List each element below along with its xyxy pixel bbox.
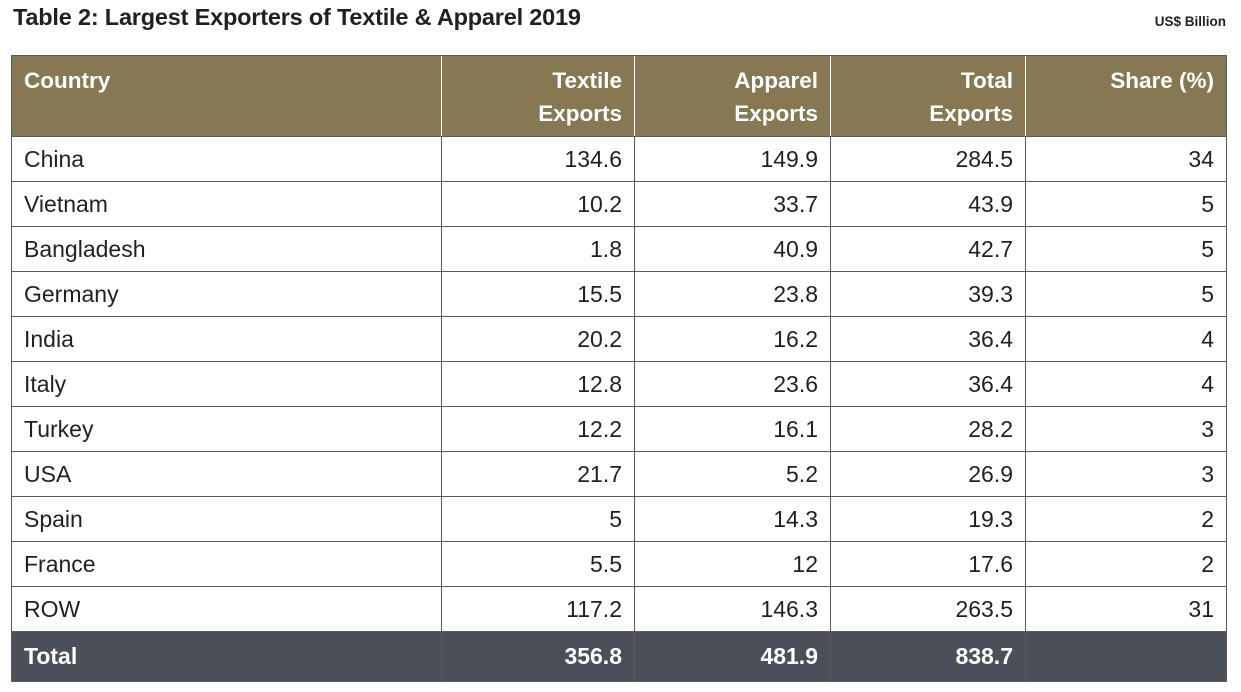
- cell-apparel-exports: 16.2: [634, 316, 831, 362]
- cell-country: China: [11, 136, 442, 182]
- total-share: [1025, 631, 1227, 682]
- total-label: Total: [11, 631, 442, 682]
- cell-share: 3: [1025, 406, 1227, 452]
- cell-textile-exports: 1.8: [441, 226, 635, 272]
- cell-apparel-exports: 5.2: [634, 451, 831, 497]
- table-title: Table 2: Largest Exporters of Textile & …: [13, 4, 581, 30]
- table-row: Bangladesh 1.8 40.9 42.7 5: [11, 226, 1227, 272]
- cell-total-exports: 17.6: [830, 541, 1026, 587]
- header-textile-line2: Exports: [538, 101, 622, 126]
- table-row: Vietnam 10.2 33.7 43.9 5: [11, 181, 1227, 227]
- cell-total-exports: 263.5: [830, 586, 1026, 632]
- cell-country: Vietnam: [11, 181, 442, 227]
- cell-country: Bangladesh: [11, 226, 442, 272]
- cell-total-exports: 284.5: [830, 136, 1026, 182]
- total-apparel: 481.9: [634, 631, 831, 682]
- table-header: Country Textile Exports Apparel Exports …: [11, 55, 1227, 137]
- header-country-label: Country: [24, 68, 111, 93]
- cell-apparel-exports: 33.7: [634, 181, 831, 227]
- header-total-line1: Total: [960, 68, 1013, 93]
- cell-textile-exports: 12.8: [441, 361, 635, 407]
- total-row: Total 356.8 481.9 838.7: [11, 631, 1227, 682]
- table-row: France 5.5 12 17.6 2: [11, 541, 1227, 587]
- total-textile: 356.8: [441, 631, 635, 682]
- cell-country: France: [11, 541, 442, 587]
- header-textile-line1: Textile: [552, 68, 622, 93]
- table-footer: Total 356.8 481.9 838.7: [11, 631, 1227, 682]
- cell-share: 2: [1025, 496, 1227, 542]
- table-row: USA 21.7 5.2 26.9 3: [11, 451, 1227, 497]
- cell-country: ROW: [11, 586, 442, 632]
- header-country: Country: [11, 55, 442, 137]
- cell-share: 34: [1025, 136, 1227, 182]
- cell-total-exports: 42.7: [830, 226, 1026, 272]
- cell-country: Italy: [11, 361, 442, 407]
- table-row: Italy 12.8 23.6 36.4 4: [11, 361, 1227, 407]
- cell-apparel-exports: 16.1: [634, 406, 831, 452]
- cell-apparel-exports: 14.3: [634, 496, 831, 542]
- header-row: Country Textile Exports Apparel Exports …: [11, 55, 1227, 137]
- exporters-table: Country Textile Exports Apparel Exports …: [11, 55, 1227, 682]
- cell-country: Spain: [11, 496, 442, 542]
- cell-country: India: [11, 316, 442, 362]
- cell-apparel-exports: 23.6: [634, 361, 831, 407]
- cell-share: 4: [1025, 316, 1227, 362]
- cell-textile-exports: 21.7: [441, 451, 635, 497]
- header-total-line2: Exports: [929, 101, 1013, 126]
- cell-apparel-exports: 12: [634, 541, 831, 587]
- cell-share: 31: [1025, 586, 1227, 632]
- table-row: China 134.6 149.9 284.5 34: [11, 136, 1227, 182]
- table-row: India 20.2 16.2 36.4 4: [11, 316, 1227, 362]
- header-share-label: Share (%): [1110, 68, 1214, 93]
- header-apparel-line2: Exports: [734, 101, 818, 126]
- cell-textile-exports: 5.5: [441, 541, 635, 587]
- table-row: Germany 15.5 23.8 39.3 5: [11, 271, 1227, 317]
- header-total-exports: Total Exports: [830, 55, 1026, 137]
- cell-textile-exports: 117.2: [441, 586, 635, 632]
- cell-apparel-exports: 23.8: [634, 271, 831, 317]
- header-textile-exports: Textile Exports: [441, 55, 635, 137]
- cell-country: Turkey: [11, 406, 442, 452]
- cell-textile-exports: 12.2: [441, 406, 635, 452]
- header-share: Share (%): [1025, 55, 1227, 137]
- table-row: Turkey 12.2 16.1 28.2 3: [11, 406, 1227, 452]
- cell-total-exports: 36.4: [830, 361, 1026, 407]
- cell-share: 5: [1025, 181, 1227, 227]
- cell-textile-exports: 15.5: [441, 271, 635, 317]
- header-apparel-exports: Apparel Exports: [634, 55, 831, 137]
- cell-country: Germany: [11, 271, 442, 317]
- cell-total-exports: 39.3: [830, 271, 1026, 317]
- cell-share: 2: [1025, 541, 1227, 587]
- cell-textile-exports: 10.2: [441, 181, 635, 227]
- cell-apparel-exports: 146.3: [634, 586, 831, 632]
- cell-textile-exports: 20.2: [441, 316, 635, 362]
- cell-total-exports: 28.2: [830, 406, 1026, 452]
- cell-textile-exports: 134.6: [441, 136, 635, 182]
- cell-apparel-exports: 149.9: [634, 136, 831, 182]
- total-exports: 838.7: [830, 631, 1026, 682]
- table-row: ROW 117.2 146.3 263.5 31: [11, 586, 1227, 632]
- cell-share: 5: [1025, 271, 1227, 317]
- table-body: China 134.6 149.9 284.5 34 Vietnam 10.2 33.7 43.…: [11, 136, 1227, 632]
- cell-country: USA: [11, 451, 442, 497]
- table-row: Spain 5 14.3 19.3 2: [11, 496, 1227, 542]
- cell-total-exports: 36.4: [830, 316, 1026, 362]
- cell-total-exports: 43.9: [830, 181, 1026, 227]
- cell-textile-exports: 5: [441, 496, 635, 542]
- header-apparel-line1: Apparel: [734, 68, 818, 93]
- cell-share: 5: [1025, 226, 1227, 272]
- cell-total-exports: 26.9: [830, 451, 1026, 497]
- cell-share: 4: [1025, 361, 1227, 407]
- cell-apparel-exports: 40.9: [634, 226, 831, 272]
- cell-total-exports: 19.3: [830, 496, 1026, 542]
- cell-share: 3: [1025, 451, 1227, 497]
- unit-label: US$ Billion: [1154, 14, 1226, 29]
